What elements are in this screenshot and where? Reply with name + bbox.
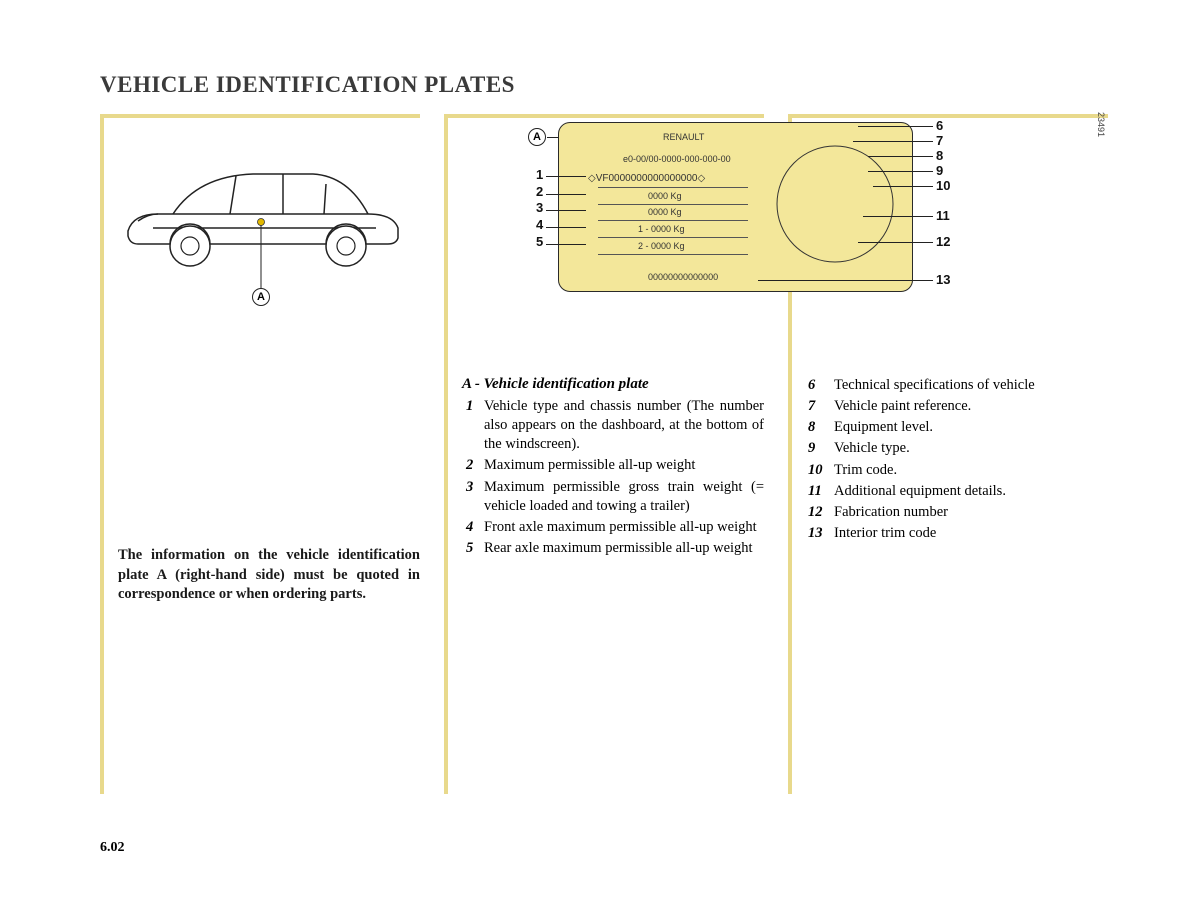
plate-brand: RENAULT — [663, 132, 704, 142]
list-item: 3Maximum permissible gross train weight … — [462, 478, 764, 516]
plate-l2: 0000 Kg — [648, 191, 682, 201]
callout-7: 7 — [936, 133, 943, 148]
list-item: 2Maximum permissible all-up weight — [462, 456, 764, 475]
callout-4: 4 — [536, 217, 543, 232]
plate-l4: 1 - 0000 Kg — [638, 224, 685, 234]
subheading: A - Vehicle identification plate — [462, 376, 764, 393]
list-item: 9Vehicle type. — [806, 439, 1108, 458]
callout-3: 3 — [536, 200, 543, 215]
plate-marker-a: A — [528, 128, 546, 146]
ref-number: 23491 — [1096, 112, 1106, 137]
column-left: A The information on the vehicle identif… — [100, 114, 420, 794]
list-item: 1Vehicle type and chassis number (The nu… — [462, 397, 764, 454]
callout-12: 12 — [936, 234, 950, 249]
id-plate — [558, 122, 913, 292]
callout-1: 1 — [536, 167, 543, 182]
car-marker-a: A — [252, 288, 270, 306]
plate-bottom: 00000000000000 — [648, 272, 718, 282]
plate-l5: 2 - 0000 Kg — [638, 241, 685, 251]
car-illustration: A — [118, 136, 408, 326]
callout-5: 5 — [536, 234, 543, 249]
callout-11: 11 — [936, 208, 950, 223]
plate-typeapproval: e0-00/00-0000-000-000-00 — [623, 154, 731, 164]
callout-9: 9 — [936, 163, 943, 178]
list-item: 12Fabrication number — [806, 503, 1108, 522]
list-item: 6Technical specifications of vehicle — [806, 376, 1108, 395]
list-item: 4Front axle maximum permissible all-up w… — [462, 518, 764, 537]
list-item: 11Additional equipment details. — [806, 482, 1108, 501]
callout-10: 10 — [936, 178, 950, 193]
list-item: 8Equipment level. — [806, 418, 1108, 437]
intro-paragraph: The information on the vehicle identific… — [118, 546, 420, 605]
plate-l3: 0000 Kg — [648, 207, 682, 217]
list-item: 10Trim code. — [806, 461, 1108, 480]
page-title: VEHICLE IDENTIFICATION PLATES — [100, 72, 1110, 98]
list-item: 5Rear axle maximum permissible all-up we… — [462, 539, 764, 558]
callout-13: 13 — [936, 272, 950, 287]
plate-illustration: 23491 A RENAULT e0-00/00-0000-000-000-00… — [458, 114, 1110, 329]
list-1-5: 1Vehicle type and chassis number (The nu… — [462, 397, 764, 558]
callout-8: 8 — [936, 148, 943, 163]
list-item: 13Interior trim code — [806, 524, 1108, 543]
content-columns: A The information on the vehicle identif… — [100, 114, 1110, 794]
plate-vin: ◇VF0000000000000000◇ — [588, 173, 705, 184]
callout-2: 2 — [536, 184, 543, 199]
list-6-13: 6Technical specifications of vehicle 7Ve… — [806, 376, 1108, 543]
page-number: 6.02 — [100, 840, 125, 856]
callout-6: 6 — [936, 118, 943, 133]
list-item: 7Vehicle paint reference. — [806, 397, 1108, 416]
